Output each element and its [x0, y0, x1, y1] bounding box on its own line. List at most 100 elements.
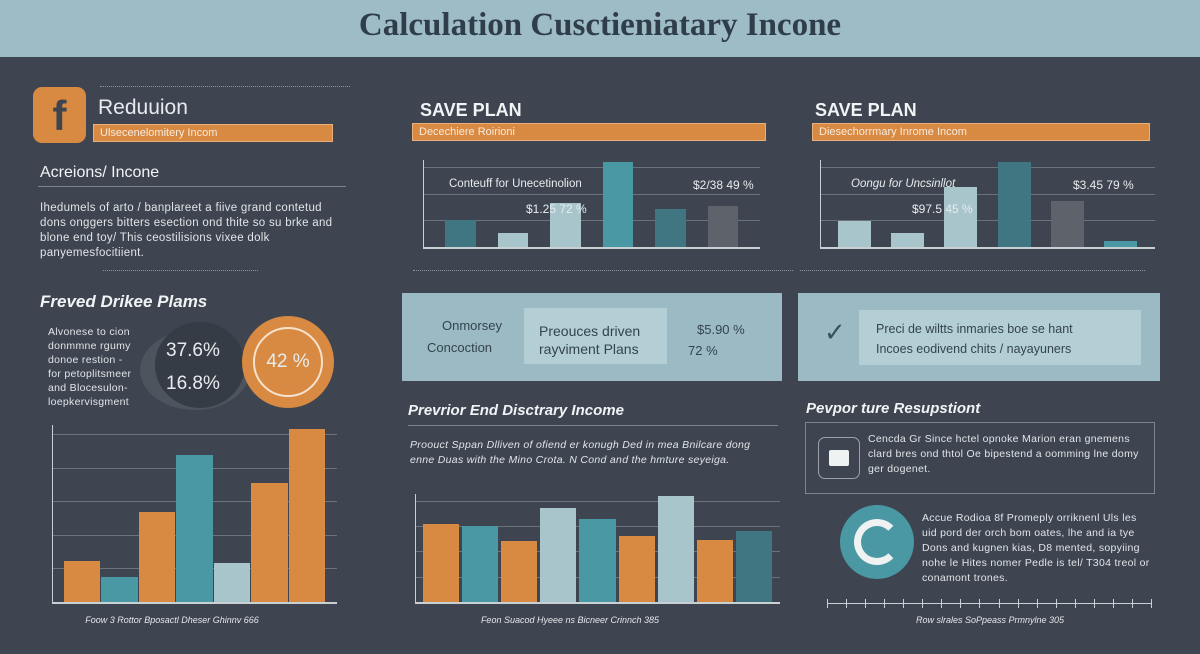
- bar: [891, 232, 925, 248]
- bar: [540, 507, 577, 603]
- bar-chart-right-top: [820, 160, 1155, 249]
- bar: [655, 209, 686, 248]
- ring-text: Accue Rodioa 8f Promeply orriknenl Uls l…: [922, 512, 1150, 584]
- bar: [657, 496, 694, 603]
- panel-box: Preci de wiltts inmaries boe se hant Inc…: [859, 310, 1141, 365]
- bar: [1050, 201, 1084, 248]
- timeline-tick: [846, 599, 848, 608]
- timeline-tick: [1017, 599, 1019, 608]
- stat-percent: 37.6%: [166, 340, 220, 361]
- timeline-tick: [865, 599, 867, 608]
- bar: [618, 535, 655, 603]
- percent-badge: 42 %: [242, 316, 334, 408]
- timeline-tick: [903, 599, 905, 608]
- bar: [64, 561, 101, 603]
- bar: [997, 161, 1031, 248]
- timeline-tick: [1112, 599, 1114, 608]
- bar: [735, 531, 772, 603]
- divider: [38, 186, 346, 187]
- y-axis: [415, 494, 416, 603]
- gridline: [820, 220, 1155, 222]
- y-axis: [820, 160, 821, 248]
- bar: [602, 161, 633, 248]
- bar: [497, 233, 528, 248]
- timeline-ticks: [827, 599, 1152, 608]
- bar-chart-mid-bottom: [415, 494, 780, 604]
- timeline-tick: [1074, 599, 1076, 608]
- gridline: [52, 434, 337, 436]
- header-banner: Calculation Cusctieniatary Incone: [0, 0, 1200, 57]
- bar: [288, 428, 325, 603]
- timeline-tick: [998, 599, 1000, 608]
- section-heading: Pevpor ture Resupstiont: [806, 400, 981, 417]
- chart-label: Oongu for Uncsinllot: [851, 178, 956, 190]
- section-title: Reduuion: [98, 96, 188, 119]
- bar: [707, 206, 738, 248]
- panel-value: 72 %: [688, 343, 718, 358]
- bar: [579, 519, 616, 603]
- gridline: [415, 500, 780, 502]
- section-heading: Freved Drikee Plams: [40, 292, 208, 311]
- bar: [423, 524, 460, 603]
- gridline: [423, 193, 760, 195]
- panel-box: Preouces driven rayviment Plans: [524, 308, 667, 364]
- x-axis: [423, 247, 760, 249]
- gridline: [820, 167, 1155, 168]
- section-banner: Ulsecenelomitery Incom: [93, 124, 333, 142]
- divider: [800, 270, 1145, 271]
- timeline-tick: [1036, 599, 1038, 608]
- timeline-tick: [941, 599, 943, 608]
- panel-box-line: Preci de wiltts inmaries boe se hant: [876, 322, 1073, 336]
- divider: [408, 425, 778, 426]
- timeline-caption: Row slrales SoPpeass Prmnylne 305: [915, 615, 1065, 625]
- bar: [696, 540, 733, 603]
- timeline: [827, 603, 1151, 604]
- panel-value: $5.90 %: [697, 322, 745, 337]
- bar: [550, 203, 581, 248]
- bar: [445, 220, 476, 248]
- bar: [462, 526, 499, 603]
- timeline-tick: [960, 599, 962, 608]
- chart-caption: Foow 3 Rottor Bposactl Dheser Ghinnv 666: [85, 615, 259, 625]
- x-axis: [820, 247, 1155, 249]
- bar: [251, 482, 288, 603]
- section-banner: Decechiere Roirioni: [412, 123, 766, 141]
- percent-value: 42 %: [253, 327, 323, 397]
- timeline-tick: [827, 599, 828, 608]
- divider: [100, 86, 350, 87]
- info-panel: ✓ Preci de wiltts inmaries boe se hant I…: [798, 293, 1160, 381]
- chart-value: $97.5 45 %: [912, 202, 973, 216]
- section-heading: Prevrior End Disctrary Income: [408, 402, 624, 419]
- x-axis: [52, 602, 337, 604]
- bar: [501, 541, 538, 603]
- section-banner: Diesechorrmary Inrome Incom: [812, 123, 1150, 141]
- gridline: [423, 220, 760, 222]
- bar: [1103, 241, 1137, 248]
- panel-box-line: rayviment Plans: [539, 341, 639, 357]
- stat-percent: 16.8%: [166, 373, 220, 394]
- bar: [944, 186, 978, 248]
- bar: [176, 454, 213, 603]
- bar-chart-mid-top: [423, 160, 760, 249]
- chart-value: $1.25 72 %: [526, 202, 587, 216]
- refresh-circle-icon: [840, 505, 914, 579]
- chart-caption: Feon Suacod Hyeee ns Bicneer Crinnch 385: [480, 615, 660, 625]
- panel-box-line: Preouces driven: [539, 323, 641, 339]
- section-title: SAVE PLAN: [815, 100, 917, 120]
- bar: [138, 512, 176, 603]
- calendar-chart-icon: [818, 437, 860, 479]
- side-text: Alvonese to cion donmmne rgumy donoe res…: [48, 326, 132, 408]
- body-text: Ihedumels of arto / banplareet a fiive g…: [40, 202, 333, 259]
- bar: [213, 562, 251, 603]
- chart-label: Conteuff for Unecetinolion: [449, 178, 582, 190]
- divider: [103, 270, 258, 271]
- section-title: SAVE PLAN: [420, 100, 522, 120]
- check-arrow-icon: ✓: [824, 317, 846, 347]
- timeline-tick: [1093, 599, 1095, 608]
- gridline: [423, 167, 760, 168]
- x-axis: [415, 602, 780, 604]
- timeline-tick: [1131, 599, 1133, 608]
- chart-value: $2/38 49 %: [693, 178, 754, 192]
- timeline-tick: [1055, 599, 1057, 608]
- facebook-f-icon: f: [33, 87, 86, 143]
